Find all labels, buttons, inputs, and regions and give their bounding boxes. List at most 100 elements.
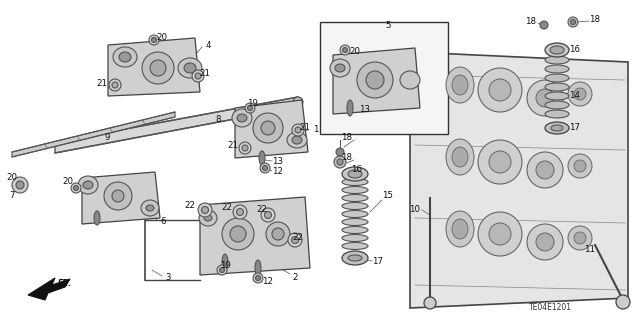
Circle shape <box>536 233 554 251</box>
Circle shape <box>217 265 227 275</box>
Text: 14: 14 <box>570 91 580 100</box>
Text: 22: 22 <box>257 205 268 214</box>
Circle shape <box>574 160 586 172</box>
Text: 16: 16 <box>351 166 362 174</box>
Text: 20: 20 <box>349 48 360 56</box>
Circle shape <box>340 45 350 55</box>
Text: 21: 21 <box>227 142 238 151</box>
Circle shape <box>272 228 284 240</box>
Ellipse shape <box>342 219 368 226</box>
Ellipse shape <box>178 58 202 78</box>
Ellipse shape <box>342 203 368 210</box>
Circle shape <box>478 68 522 112</box>
Text: 1: 1 <box>313 125 319 135</box>
Circle shape <box>104 182 132 210</box>
Text: 18: 18 <box>341 153 352 162</box>
Polygon shape <box>235 100 308 158</box>
Circle shape <box>109 79 121 91</box>
Ellipse shape <box>119 52 131 62</box>
Text: 21: 21 <box>200 70 211 78</box>
Circle shape <box>536 89 554 107</box>
Circle shape <box>478 140 522 184</box>
Ellipse shape <box>545 65 569 73</box>
Circle shape <box>288 233 302 247</box>
Ellipse shape <box>292 136 302 144</box>
Circle shape <box>242 145 248 151</box>
Ellipse shape <box>545 92 569 100</box>
Text: 12: 12 <box>273 167 284 176</box>
Ellipse shape <box>446 67 474 103</box>
Circle shape <box>336 148 344 156</box>
Polygon shape <box>108 38 200 96</box>
Circle shape <box>616 295 630 309</box>
Ellipse shape <box>400 71 420 89</box>
Circle shape <box>253 273 263 283</box>
Text: 13: 13 <box>360 106 371 115</box>
Ellipse shape <box>83 181 93 189</box>
Circle shape <box>568 17 578 27</box>
Ellipse shape <box>78 176 98 194</box>
Text: 11: 11 <box>584 246 595 255</box>
Ellipse shape <box>204 215 212 221</box>
Text: 2: 2 <box>292 273 298 283</box>
Ellipse shape <box>237 114 247 122</box>
Ellipse shape <box>335 64 345 72</box>
Circle shape <box>230 226 246 242</box>
Ellipse shape <box>452 147 468 167</box>
Text: 19: 19 <box>246 99 257 108</box>
Text: 18: 18 <box>525 18 536 26</box>
Text: FR.: FR. <box>58 278 72 287</box>
Circle shape <box>233 205 247 219</box>
Circle shape <box>292 124 304 136</box>
Text: 17: 17 <box>570 123 580 132</box>
Text: 17: 17 <box>372 257 383 266</box>
Text: 7: 7 <box>9 190 15 199</box>
Circle shape <box>334 156 346 168</box>
Text: 21: 21 <box>300 123 310 132</box>
Text: 18: 18 <box>341 133 352 143</box>
Ellipse shape <box>545 101 569 109</box>
Circle shape <box>540 21 548 29</box>
Ellipse shape <box>545 43 569 57</box>
Circle shape <box>150 60 166 76</box>
Circle shape <box>237 209 243 216</box>
Ellipse shape <box>293 97 303 107</box>
Circle shape <box>261 121 275 135</box>
Text: 22: 22 <box>184 201 195 210</box>
Text: 3: 3 <box>165 272 171 281</box>
Ellipse shape <box>545 83 569 91</box>
Circle shape <box>527 80 563 116</box>
Circle shape <box>112 82 118 88</box>
Circle shape <box>489 151 511 173</box>
Ellipse shape <box>348 255 362 261</box>
Circle shape <box>489 223 511 245</box>
Circle shape <box>266 222 290 246</box>
Bar <box>320 22 448 134</box>
Text: 22: 22 <box>292 233 303 241</box>
Text: 22: 22 <box>221 204 232 212</box>
Ellipse shape <box>330 59 350 77</box>
Circle shape <box>202 206 209 213</box>
Circle shape <box>16 181 24 189</box>
Ellipse shape <box>342 242 368 249</box>
Ellipse shape <box>342 179 368 186</box>
Ellipse shape <box>545 122 569 134</box>
Circle shape <box>12 177 28 193</box>
Ellipse shape <box>146 205 154 211</box>
Text: 9: 9 <box>104 132 109 142</box>
Circle shape <box>574 88 586 100</box>
Polygon shape <box>410 52 628 308</box>
Circle shape <box>568 154 592 178</box>
Text: 10: 10 <box>409 205 420 214</box>
Circle shape <box>253 113 283 143</box>
Circle shape <box>248 106 253 110</box>
Circle shape <box>71 183 81 193</box>
Ellipse shape <box>199 210 217 226</box>
Circle shape <box>222 218 254 250</box>
Circle shape <box>260 163 270 173</box>
Circle shape <box>342 48 348 53</box>
Text: 18: 18 <box>589 16 600 25</box>
Circle shape <box>489 79 511 101</box>
Ellipse shape <box>545 110 569 118</box>
Ellipse shape <box>446 139 474 175</box>
